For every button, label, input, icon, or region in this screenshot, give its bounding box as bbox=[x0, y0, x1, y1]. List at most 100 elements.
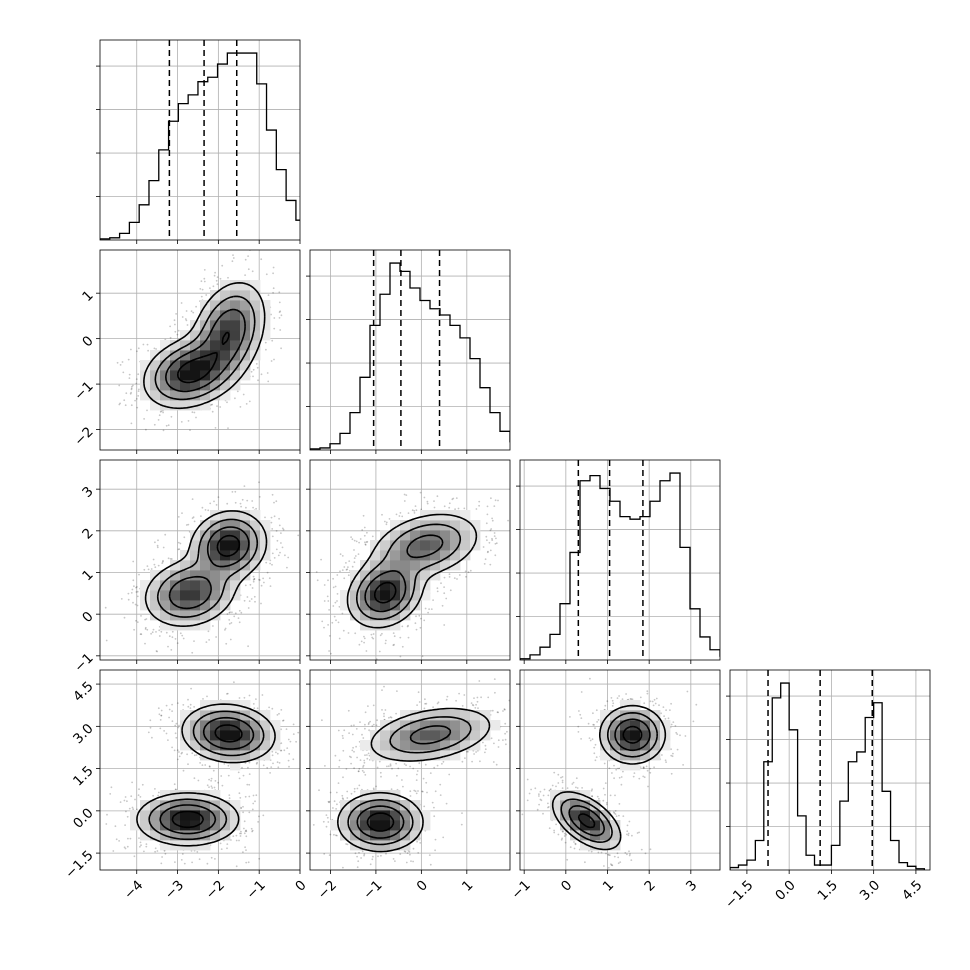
sample-point bbox=[378, 760, 381, 763]
density-cell bbox=[420, 560, 431, 571]
sample-point bbox=[164, 852, 167, 855]
density-cell bbox=[490, 720, 501, 731]
density-cell bbox=[370, 600, 381, 611]
sample-point bbox=[273, 358, 275, 361]
sample-point bbox=[192, 311, 195, 314]
sample-point bbox=[646, 692, 649, 695]
sample-point bbox=[171, 630, 174, 633]
sample-point bbox=[418, 701, 421, 703]
sample-point bbox=[144, 626, 147, 629]
scatter-panel-2-1 bbox=[306, 459, 511, 664]
sample-point bbox=[176, 642, 179, 644]
density-cell bbox=[150, 350, 161, 361]
sample-point bbox=[406, 852, 409, 854]
sample-point bbox=[526, 799, 529, 802]
sample-point bbox=[662, 706, 665, 708]
sample-point bbox=[282, 719, 285, 722]
density-cell bbox=[210, 820, 221, 831]
density-cell bbox=[650, 710, 661, 721]
sample-point bbox=[504, 738, 507, 741]
sample-point bbox=[282, 528, 285, 531]
density-cell bbox=[140, 830, 151, 841]
sample-point bbox=[371, 535, 374, 538]
density-cell bbox=[220, 380, 231, 391]
density-cell bbox=[190, 540, 201, 551]
density-cell bbox=[250, 750, 261, 761]
density-cell bbox=[190, 550, 201, 561]
sample-point bbox=[138, 573, 140, 576]
sample-point bbox=[169, 336, 172, 339]
sample-point bbox=[580, 738, 582, 740]
density-cell bbox=[250, 720, 261, 731]
sample-point bbox=[258, 857, 261, 860]
sample-point bbox=[540, 799, 543, 802]
sample-point bbox=[491, 517, 493, 520]
sample-point bbox=[354, 632, 357, 635]
density-cell bbox=[190, 340, 201, 351]
sample-point bbox=[171, 746, 174, 749]
sample-point bbox=[622, 770, 624, 773]
sample-point bbox=[146, 565, 149, 567]
sample-point bbox=[642, 766, 645, 769]
sample-point bbox=[258, 481, 260, 484]
sample-point bbox=[149, 726, 152, 729]
sample-point bbox=[362, 764, 365, 767]
density-cell bbox=[200, 520, 211, 531]
density-cell bbox=[370, 790, 381, 801]
sample-point bbox=[157, 539, 159, 542]
sample-point bbox=[263, 581, 265, 584]
sample-point bbox=[442, 760, 445, 763]
density-cell bbox=[180, 400, 191, 411]
density-cell bbox=[140, 810, 151, 821]
contour-line bbox=[216, 534, 241, 557]
sample-point bbox=[289, 740, 292, 743]
sample-point bbox=[130, 795, 133, 798]
contour-line bbox=[144, 510, 268, 627]
x-tick-label: −4 bbox=[121, 877, 146, 902]
sample-point bbox=[288, 753, 291, 755]
sample-point bbox=[593, 746, 596, 749]
scatter-panel-3-1: −2 −1 0 1 bbox=[306, 669, 511, 903]
sample-point bbox=[219, 277, 222, 280]
sample-point bbox=[169, 558, 172, 560]
density-cell bbox=[410, 820, 421, 831]
sample-point bbox=[205, 641, 208, 643]
density-cell bbox=[230, 590, 241, 601]
sample-point bbox=[397, 767, 400, 770]
sample-point bbox=[253, 578, 256, 580]
density-cell bbox=[210, 310, 221, 321]
sample-point bbox=[232, 254, 234, 256]
density-cell bbox=[370, 750, 381, 761]
sample-point bbox=[152, 794, 155, 797]
sample-point bbox=[264, 516, 266, 519]
sample-point bbox=[479, 760, 481, 763]
sample-point bbox=[442, 836, 445, 839]
sample-point bbox=[224, 629, 226, 631]
density-cell bbox=[410, 830, 421, 841]
density-cell bbox=[620, 710, 631, 721]
sample-point bbox=[258, 815, 260, 818]
sample-point bbox=[557, 833, 560, 836]
sample-point bbox=[674, 725, 677, 727]
sample-point bbox=[579, 713, 582, 716]
sample-point bbox=[363, 761, 366, 764]
sample-point bbox=[157, 791, 160, 794]
density-cell bbox=[180, 560, 191, 571]
sample-point bbox=[406, 625, 409, 628]
density-cell bbox=[200, 560, 211, 571]
sample-point bbox=[368, 729, 370, 732]
density-cell bbox=[440, 540, 451, 551]
sample-point bbox=[364, 711, 367, 714]
sample-point bbox=[137, 373, 140, 376]
density-cell bbox=[230, 740, 241, 751]
sample-point bbox=[539, 790, 542, 793]
sample-point bbox=[228, 797, 231, 800]
density-cell bbox=[160, 620, 171, 631]
density-cell bbox=[190, 530, 201, 541]
density-cell bbox=[190, 830, 201, 841]
sample-point bbox=[561, 779, 564, 782]
density-cell bbox=[380, 580, 391, 591]
density-cell bbox=[350, 600, 361, 611]
sample-point bbox=[611, 705, 614, 707]
axes-frame bbox=[99, 249, 301, 451]
